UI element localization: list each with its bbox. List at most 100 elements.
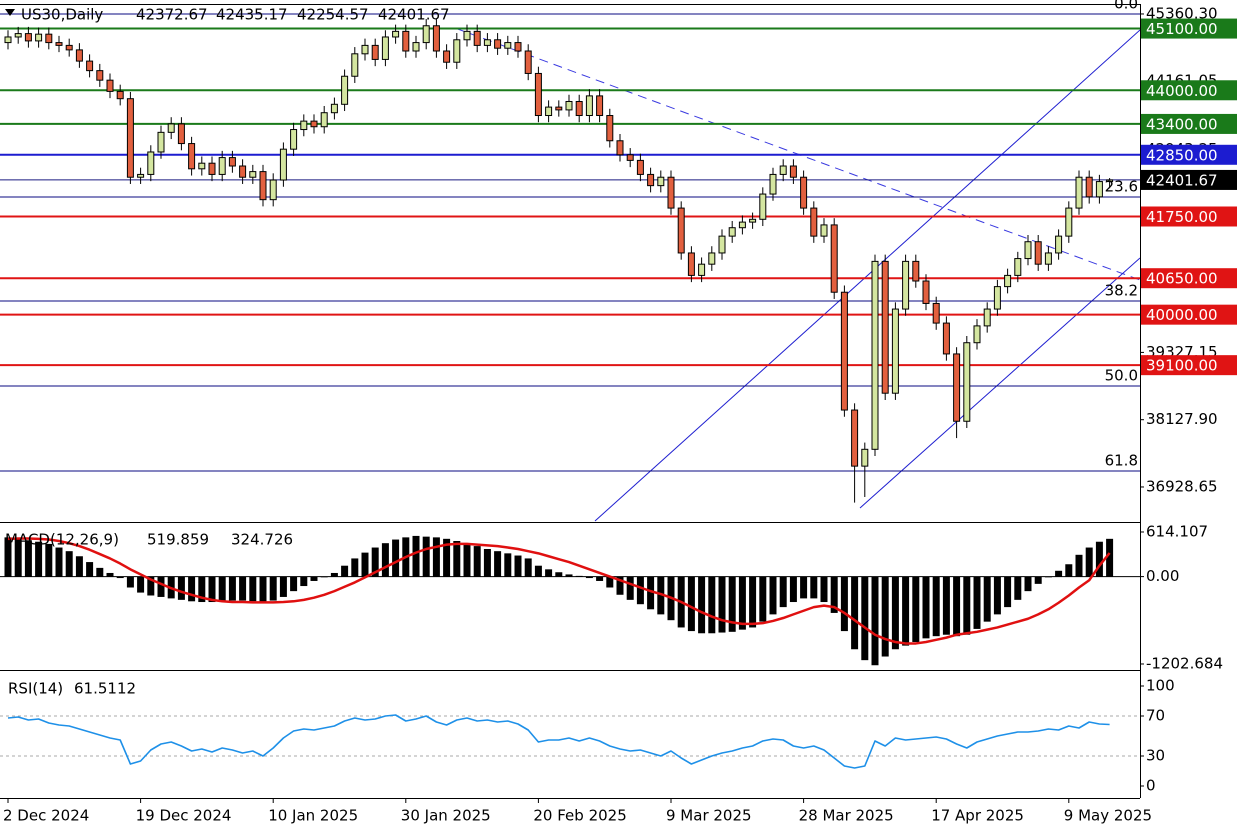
candle-body (534, 72, 542, 117)
macd-bar (157, 576, 165, 597)
rsi-line (7, 714, 1110, 769)
y-tick-label: 36928.65 (1146, 477, 1218, 495)
candle-body (973, 325, 981, 344)
candle-body (759, 193, 767, 220)
candle-body (749, 218, 757, 223)
macd-bar (422, 536, 430, 577)
candle-body (1106, 179, 1114, 183)
candle-body (1024, 241, 1032, 260)
header-open: 42372.67 (136, 6, 208, 24)
candle-body (432, 25, 440, 52)
level-tag (1141, 355, 1237, 376)
candle-body (116, 90, 124, 100)
macd-bar (942, 576, 950, 635)
x-tick-label: 28 Mar 2025 (799, 807, 894, 825)
candle-body (575, 100, 583, 117)
level-tag (1141, 304, 1237, 325)
candle-body (667, 176, 675, 209)
channel-line (594, 29, 1140, 522)
macd-bar (259, 576, 267, 603)
macd-bar (902, 576, 910, 646)
header-close: 42401.67 (378, 6, 450, 24)
candle-body (718, 235, 726, 254)
candle-body (983, 308, 991, 327)
marks-layer (4, 19, 1114, 769)
macd-bar (626, 576, 634, 600)
level-tag (1141, 206, 1237, 227)
candle-body (330, 103, 338, 114)
candle-body (249, 171, 257, 178)
macd-bar (412, 535, 420, 577)
macd-bar (922, 576, 930, 639)
macd-bar (636, 576, 644, 605)
header-low: 42254.57 (297, 6, 369, 24)
macd-label: MACD(12,26,9) (5, 531, 119, 549)
fib-label: 0.0 (1114, 0, 1138, 12)
macd-bar (392, 539, 400, 577)
level-tag-label: 43400.00 (1146, 115, 1218, 133)
level-tag (1141, 144, 1237, 165)
macd-bar (86, 562, 94, 577)
candle-body (188, 143, 196, 170)
x-tick-label: 9 May 2025 (1064, 807, 1152, 825)
candle-body (177, 123, 185, 145)
macd-bar (606, 576, 614, 588)
macd-bar (35, 541, 43, 577)
candle-body (96, 70, 104, 81)
macd-bar (871, 576, 879, 666)
candle-body (545, 106, 553, 117)
macd-bar (973, 576, 981, 629)
channel-line (859, 257, 1140, 509)
macd-bar (830, 576, 838, 613)
macd-bar (534, 565, 542, 577)
candle-body (65, 44, 73, 51)
macd-bar (953, 576, 961, 637)
candle-body (126, 98, 134, 178)
menu-triangle (5, 9, 15, 16)
x-tick-label: 20 Feb 2025 (533, 807, 626, 825)
macd-bar (249, 576, 257, 602)
candle-body (279, 148, 287, 181)
y-tick-label: 45360.30 (1146, 4, 1218, 22)
candle-body (840, 291, 848, 411)
current-price-label: 42401.67 (1146, 171, 1218, 189)
candle-body (514, 42, 522, 52)
candle-body (687, 252, 695, 276)
candle-body (738, 221, 746, 229)
macd-bar (239, 576, 247, 601)
candle-body (596, 95, 604, 117)
candle-body (555, 106, 563, 111)
candle-body (932, 302, 940, 324)
candle-body (361, 44, 369, 55)
candle-body (494, 39, 502, 49)
macd-bar (4, 537, 12, 577)
candle-body (24, 33, 32, 42)
macd-bar (381, 543, 389, 577)
level-tag-label: 41750.00 (1146, 208, 1218, 226)
candle-body (1014, 258, 1022, 276)
candle-body (1065, 207, 1073, 237)
candle-body (1044, 252, 1052, 265)
symbol-title: US30,Daily (21, 6, 103, 24)
rsi-value: 61.5112 (74, 680, 136, 698)
macd-bar (779, 576, 787, 608)
macd-bar (749, 576, 757, 628)
y-tick-label: 0.00 (1146, 567, 1179, 585)
y-tick-label: 38127.90 (1146, 410, 1218, 428)
y-tick-label: -1202.684 (1146, 654, 1223, 672)
macd-bar (310, 576, 318, 581)
macd-bar (840, 576, 848, 632)
macd-bar (443, 538, 451, 577)
candle-body (35, 33, 43, 42)
macd-bar (228, 576, 236, 601)
macd-bar (555, 572, 563, 577)
macd-bar (810, 576, 818, 599)
macd-bar (1014, 576, 1022, 600)
macd-bar (1034, 576, 1042, 584)
macd-bar (514, 555, 522, 577)
candle-body (208, 162, 216, 175)
macd-bar (596, 576, 604, 581)
macd-bar (330, 572, 338, 577)
candle-body (75, 49, 83, 62)
